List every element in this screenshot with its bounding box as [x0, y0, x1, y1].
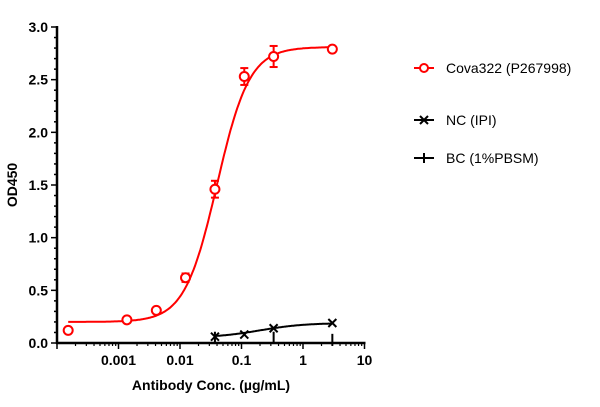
legend-label: Cova322 (P267998)	[446, 60, 571, 76]
legend-marker-circle	[419, 63, 429, 73]
data-point-nc	[327, 318, 338, 328]
data-point-cova322	[121, 314, 133, 326]
x-tick-label: 10	[357, 352, 373, 368]
y-axis-label: OD450	[4, 163, 20, 208]
legend-item-series-3: BC (1%PBSM)	[414, 150, 539, 166]
x-tick-label: 1	[299, 352, 307, 368]
y-tick-label: 0.0	[29, 335, 49, 351]
y-tick-label: 1.5	[29, 177, 49, 193]
legend-marker-x	[419, 115, 429, 125]
legend-label: NC (IPI)	[446, 112, 497, 128]
legend-label: BC (1%PBSM)	[446, 150, 539, 166]
x-tick-label: 0.1	[232, 352, 252, 368]
y-tick-label: 2.5	[29, 72, 49, 88]
x-axis-label: Antibody Conc. (µg/mL)	[132, 377, 290, 393]
data-point-cova322	[180, 272, 192, 284]
y-tick-label: 2.0	[29, 124, 49, 140]
data-point-cova322	[326, 43, 338, 55]
data-point-nc	[239, 329, 249, 340]
y-tick-label: 0.5	[29, 282, 49, 298]
data-point-cova322	[238, 71, 250, 83]
x-tick-label: 0.001	[101, 352, 136, 368]
data-point-cova322	[62, 324, 74, 336]
legend-item-series-2: NC (IPI)	[414, 112, 497, 128]
data-point-cova322	[268, 50, 280, 62]
y-tick-label: 3.0	[29, 19, 49, 35]
data-point-nc	[210, 331, 220, 342]
data-point-cova322	[209, 183, 221, 195]
axes: 0.0 0.5 1.0 1.5 2.0 2.5 3.0 0.001 0.01 0.1 1 10	[29, 19, 373, 368]
plot-marks	[62, 43, 338, 346]
data-point-cova322	[150, 304, 162, 316]
y-tick-label: 1.0	[29, 230, 49, 246]
legend: Cova322 (P267998) NC (IPI) BC (1%PBSM)	[414, 60, 571, 166]
x-tick-label: 0.01	[166, 352, 193, 368]
data-point-nc	[268, 323, 279, 333]
fit-curve-cova322	[68, 46, 333, 323]
legend-item-series-1: Cova322 (P267998)	[414, 60, 571, 76]
